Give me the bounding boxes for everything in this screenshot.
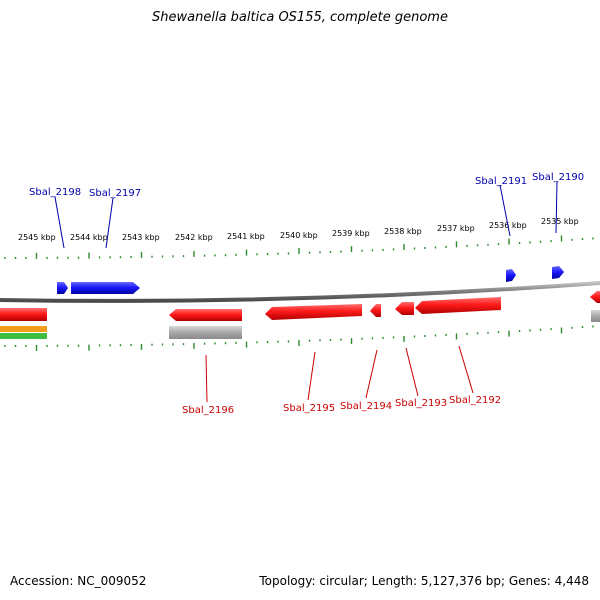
gene-partial-right-red[interactable] [590, 291, 600, 303]
scale-label-2544: 2544 kbp [70, 233, 108, 242]
leader-line-sbal-2193 [405, 347, 419, 397]
lower-tick-ruler [4, 325, 594, 351]
scale-label-2535: 2535 kbp [541, 217, 579, 226]
scale-label-2541: 2541 kbp [227, 232, 265, 241]
accession-text: Accession: NC_009052 [10, 574, 147, 588]
gene-label-sbal-2197[interactable]: Sbal_2197 [89, 188, 141, 199]
gene-label-sbal-2194[interactable]: Sbal_2194 [340, 401, 392, 412]
gene-arrow-sbal-2193[interactable] [395, 302, 414, 315]
scale-label-2538: 2538 kbp [384, 227, 422, 236]
genome-backbone [0, 281, 600, 303]
gene-arrow-sbal-2196[interactable] [169, 309, 242, 321]
gene-arrow-sbal-2197[interactable] [71, 282, 140, 294]
leader-line-sbal-2195 [307, 351, 316, 401]
leader-line-sbal-2197 [105, 197, 114, 249]
leader-line-sbal-2196 [205, 354, 208, 403]
scale-label-2537: 2537 kbp [437, 224, 475, 233]
leader-line-sbal-2198 [54, 196, 65, 249]
gene-label-sbal-2198[interactable]: Sbal_2198 [29, 187, 81, 198]
gene-partial-left-green[interactable] [0, 333, 47, 339]
gene-arrow-sbal-2190[interactable] [552, 266, 564, 279]
gene-label-sbal-2195[interactable]: Sbal_2195 [283, 403, 335, 414]
gene-partial-right-gray[interactable] [591, 310, 600, 322]
leader-line-sbal-2191 [499, 184, 511, 237]
scale-label-2540: 2540 kbp [280, 231, 318, 240]
gene-partial-left-red[interactable] [0, 308, 47, 321]
gene-arrow-sbal-2198[interactable] [57, 282, 68, 294]
scale-label-2542: 2542 kbp [175, 233, 213, 242]
rna-gene-bar[interactable] [169, 326, 242, 339]
gene-label-sbal-2192[interactable]: Sbal_2192 [449, 395, 501, 406]
scale-label-2545: 2545 kbp [18, 233, 56, 242]
leader-line-sbal-2190 [555, 181, 558, 234]
leader-line-sbal-2194 [365, 349, 378, 399]
upper-tick-ruler [4, 235, 594, 259]
gene-label-sbal-2191[interactable]: Sbal_2191 [475, 176, 527, 187]
gene-arrow-sbal-2194[interactable] [370, 304, 381, 317]
gene-label-sbal-2193[interactable]: Sbal_2193 [395, 398, 447, 409]
scale-label-2539: 2539 kbp [332, 229, 370, 238]
gene-label-sbal-2196[interactable]: Sbal_2196 [182, 405, 234, 416]
map-title: Shewanella baltica OS155, complete genom… [152, 10, 448, 25]
gene-arrow-sbal-2195[interactable] [265, 304, 362, 320]
genome-summary-text: Topology: circular; Length: 5,127,376 bp… [259, 574, 589, 588]
gene-partial-left-orange[interactable] [0, 326, 47, 332]
gene-label-sbal-2190[interactable]: Sbal_2190 [532, 172, 584, 183]
gene-arrow-sbal-2191[interactable] [506, 269, 516, 282]
gene-arrow-sbal-2192[interactable] [415, 297, 501, 314]
leader-line-sbal-2192 [458, 345, 474, 394]
scale-label-2543: 2543 kbp [122, 233, 160, 242]
